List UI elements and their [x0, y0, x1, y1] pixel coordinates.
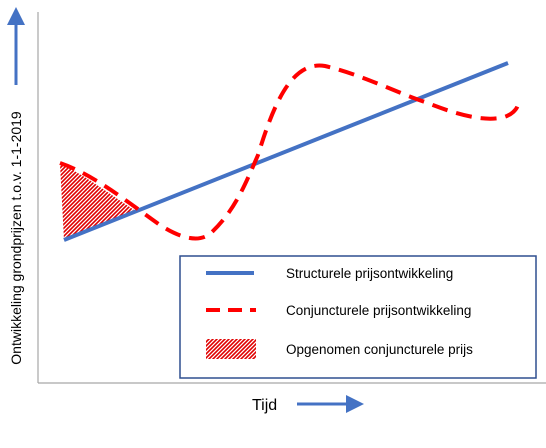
y-axis-label: Ontwikkeling grondprijzen t.o.v. 1-1-201…: [8, 111, 24, 365]
structural-line: [63, 61, 509, 242]
x-axis-label: Tijd: [252, 397, 277, 414]
legend-cyclical-label: Conjuncturele prijsontwikkeling: [286, 303, 471, 318]
legend-structural-label: Structurele prijsontwikkeling: [286, 266, 453, 281]
included-cyclical-area: [60, 164, 134, 240]
legend-included-swatch: [206, 339, 256, 359]
cyclical-curve: [59, 63, 520, 241]
legend-included-label: Opgenomen conjuncturele prijs: [286, 342, 473, 357]
